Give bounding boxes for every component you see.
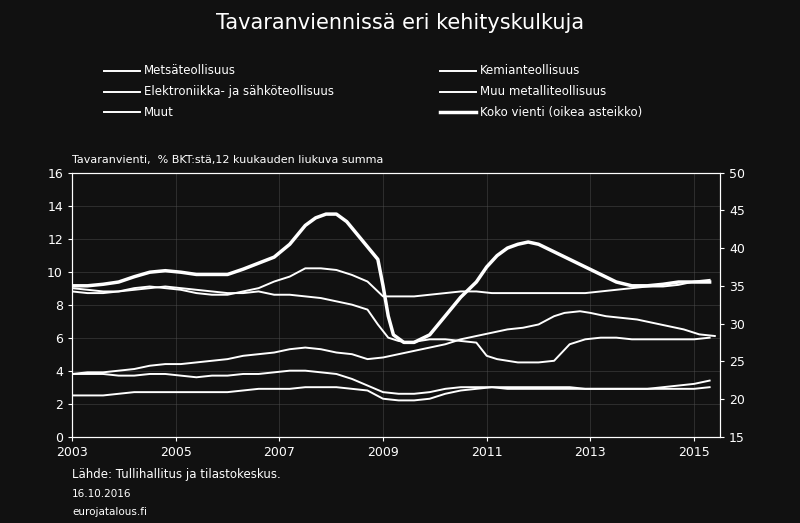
Text: Elektroniikka- ja sähköteollisuus: Elektroniikka- ja sähköteollisuus: [144, 85, 334, 98]
Text: 16.10.2016: 16.10.2016: [72, 489, 131, 499]
Text: Tavaranvienti,  % BKT:stä,12 kuukauden liukuva summa: Tavaranvienti, % BKT:stä,12 kuukauden li…: [72, 155, 383, 165]
Text: Koko vienti (oikea asteikko): Koko vienti (oikea asteikko): [480, 106, 642, 119]
Text: Metsäteollisuus: Metsäteollisuus: [144, 64, 236, 77]
Text: Muu metalliteollisuus: Muu metalliteollisuus: [480, 85, 606, 98]
Text: Tavaranviennissä eri kehityskulkuja: Tavaranviennissä eri kehityskulkuja: [216, 13, 584, 33]
Text: Muut: Muut: [144, 106, 174, 119]
Text: Kemianteollisuus: Kemianteollisuus: [480, 64, 580, 77]
Text: eurojatalous.fi: eurojatalous.fi: [72, 507, 147, 517]
Text: Lähde: Tullihallitus ja tilastokeskus.: Lähde: Tullihallitus ja tilastokeskus.: [72, 468, 281, 481]
